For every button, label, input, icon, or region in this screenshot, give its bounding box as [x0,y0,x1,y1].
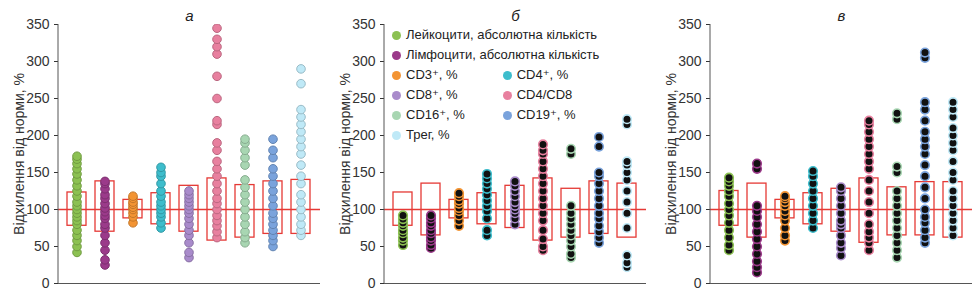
svg-text:150: 150 [352,164,376,180]
html-text:CD19⁺, %: CD19⁺, % [516,107,576,122]
svg-text:б: б [511,7,520,24]
svg-text:200: 200 [678,127,702,143]
html-text:Трег, %: Трег, % [406,127,450,142]
svg-text:50: 50 [34,238,50,254]
svg-text:200: 200 [352,127,376,143]
svg-text:Відхилення від норми, %: Відхилення від норми, % [337,73,353,235]
svg-text:0: 0 [368,275,376,291]
html-text:Лімфоцити, абсолютна кількість: Лімфоцити, абсолютна кількість [406,47,600,62]
svg-text:100: 100 [26,201,50,217]
svg-text:300: 300 [352,53,376,69]
svg-text:Відхилення від норми, %: Відхилення від норми, % [11,73,27,235]
html-text:CD4⁺, %: CD4⁺, % [516,67,569,82]
html-text:CD16⁺, %: CD16⁺, % [406,107,465,122]
svg-text:350: 350 [26,16,50,32]
svg-text:250: 250 [678,90,702,106]
svg-text:50: 50 [686,238,702,254]
svg-text:300: 300 [26,53,50,69]
svg-text:150: 150 [678,164,702,180]
svg-text:50: 50 [360,238,376,254]
svg-text:100: 100 [352,201,376,217]
svg-text:а: а [185,7,193,24]
html-text:CD3⁺, %: CD3⁺, % [406,67,458,82]
html-text:Лейкоцити, абсолютна кількість: Лейкоцити, абсолютна кількість [406,27,598,42]
svg-text:250: 250 [352,90,376,106]
svg-text:300: 300 [678,53,702,69]
html-text:CD8⁺, %: CD8⁺, % [406,87,458,102]
svg-text:250: 250 [26,90,50,106]
html-text:CD4/CD8: CD4/CD8 [516,87,573,102]
svg-text:350: 350 [352,16,376,32]
svg-text:350: 350 [678,16,702,32]
svg-text:0: 0 [694,275,702,291]
svg-text:200: 200 [26,127,50,143]
svg-text:150: 150 [26,164,50,180]
svg-text:в: в [838,7,846,24]
svg-text:100: 100 [678,201,702,217]
svg-text:Відхилення від норми, %: Відхилення від норми, % [663,73,679,235]
svg-text:0: 0 [42,275,50,291]
